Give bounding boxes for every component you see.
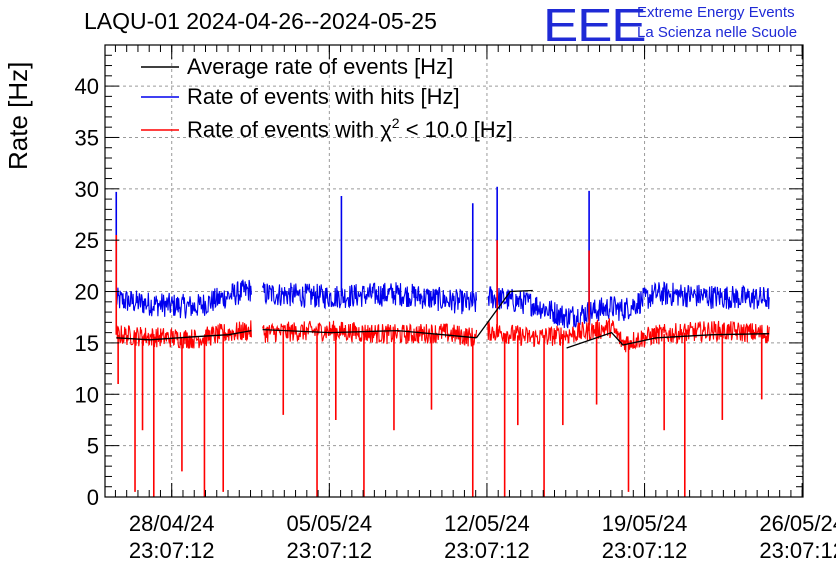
y-tick-label: 25 [75,228,99,253]
x-tick-date: 19/05/24 [602,511,688,536]
x-tick-date: 28/04/24 [129,511,215,536]
axes: 051015202530354028/04/2423:07:1205/05/24… [75,44,836,563]
series-1-segment [487,281,770,329]
logo-line-2: La Scienza nelle Scuole [637,24,798,41]
legend: Average rate of events [Hz] Rate of event… [141,54,513,142]
legend-label-1: Rate of events with hits [Hz] [187,84,460,109]
y-tick-label: 5 [87,434,99,459]
x-tick-time: 23:07:12 [602,538,688,563]
y-tick-label: 10 [75,382,99,407]
series-0-segment [566,331,770,349]
x-tick-date: 12/05/24 [444,511,530,536]
series-0-segment [475,289,533,339]
x-tick-date: 26/05/24 [759,511,836,536]
chart-title: LAQU-01 2024-04-26--2024-05-25 [84,8,437,34]
x-tick-time: 23:07:12 [444,538,530,563]
x-tick-time: 23:07:12 [759,538,836,563]
x-tick-time: 23:07:12 [287,538,373,563]
logo-line-1: Extreme Energy Events [637,4,795,21]
y-tick-label: 20 [75,280,99,305]
legend-label-0: Average rate of events [Hz] [187,54,453,79]
x-tick-date: 05/05/24 [287,511,373,536]
grid-lines [105,45,803,497]
series-0-segment [262,328,477,339]
series-2-segment [116,320,252,349]
series-1-segment [262,282,478,315]
eee-logo: EEE [543,0,647,51]
plot-frame [104,44,804,498]
series-0 [116,289,770,349]
series-2 [115,235,770,497]
x-tick-time: 23:07:12 [129,538,215,563]
y-tick-label: 35 [75,125,99,150]
y-tick-label: 40 [75,74,99,99]
series-1-segment [115,279,252,319]
y-tick-label: 0 [87,485,99,510]
series-0-segment [116,329,252,341]
y-tick-label: 30 [75,177,99,202]
legend-label-2: Rate of events with χ2 < 10.0 [Hz] [187,115,513,142]
series-2-segment [262,320,478,347]
series-1 [115,186,770,329]
series-layer [115,186,770,497]
y-tick-label: 15 [75,331,99,356]
